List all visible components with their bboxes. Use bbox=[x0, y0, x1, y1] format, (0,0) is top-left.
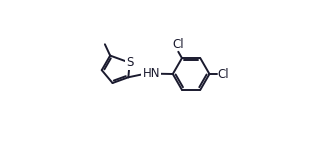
Text: HN: HN bbox=[143, 67, 160, 80]
Text: S: S bbox=[126, 56, 133, 69]
Text: Cl: Cl bbox=[173, 38, 184, 51]
Text: Cl: Cl bbox=[217, 67, 229, 81]
